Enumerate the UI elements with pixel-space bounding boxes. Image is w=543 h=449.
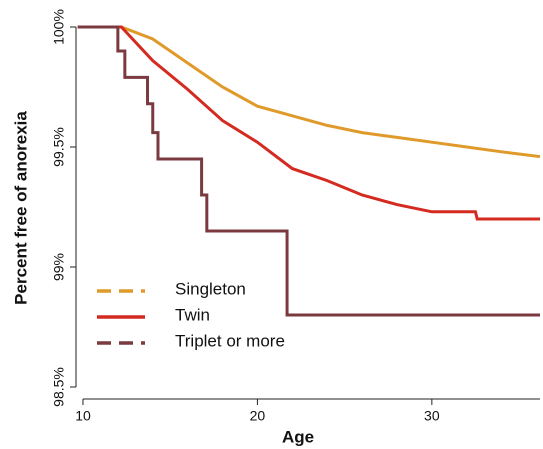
survival-line: [77, 25, 540, 221]
y-tick-label: 100%: [51, 9, 67, 45]
y-tick-label: 99.5%: [51, 127, 67, 167]
x-tick-label: 10: [75, 408, 91, 424]
y-tick-label: 99%: [51, 253, 67, 281]
x-axis-label: Age: [282, 427, 314, 446]
y-tick-label: 98.5%: [51, 367, 67, 407]
survival-line: [77, 25, 540, 317]
x-tick-label: 20: [250, 408, 266, 424]
x-tick-label: 30: [424, 408, 440, 424]
legend-label: Singleton: [175, 279, 246, 298]
survival-line: [77, 25, 541, 159]
legend-label: Triplet or more: [175, 331, 285, 350]
legend-label: Twin: [175, 305, 210, 324]
y-axis-label: Percent free of anorexia: [11, 111, 30, 305]
